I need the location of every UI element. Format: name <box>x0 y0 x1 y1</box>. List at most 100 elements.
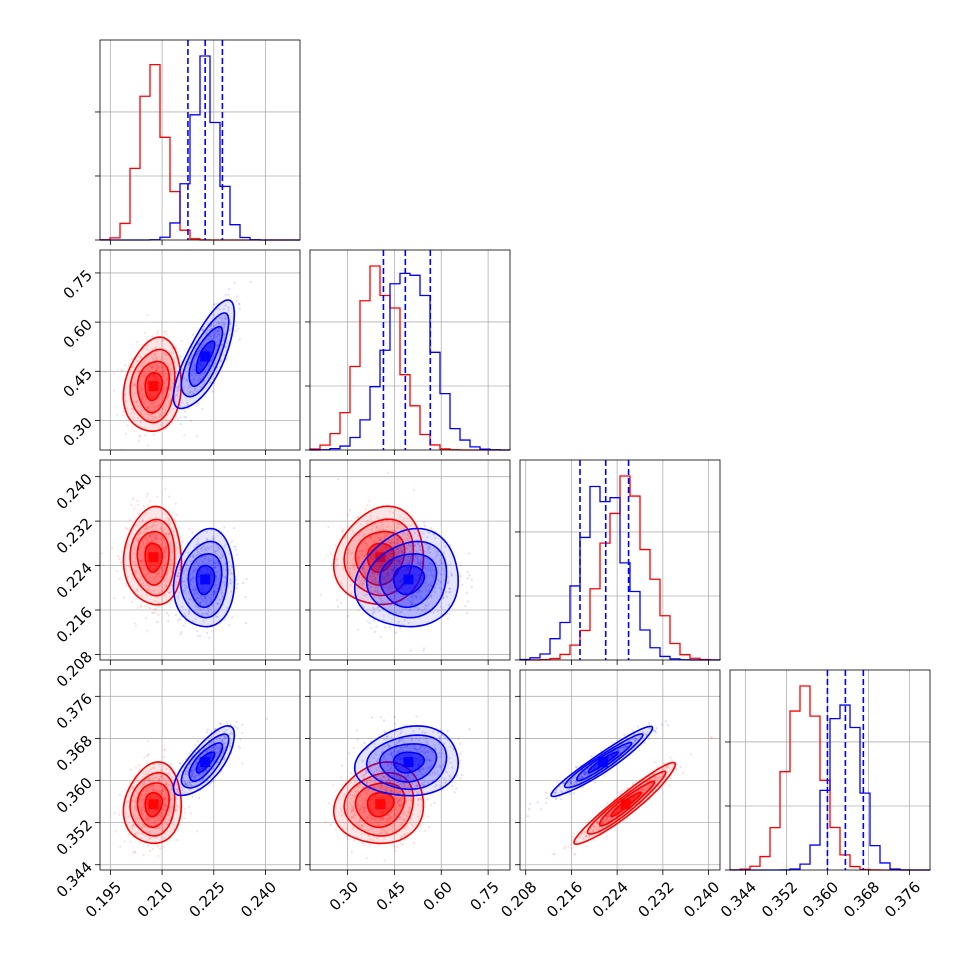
scatter-point <box>235 330 238 333</box>
scatter-point <box>193 387 197 390</box>
scatter-point <box>431 751 434 754</box>
scatter-point <box>393 814 396 817</box>
scatter-point <box>391 756 394 759</box>
scatter-point <box>208 636 211 640</box>
scatter-point <box>194 605 197 608</box>
scatter-point <box>393 771 396 775</box>
scatter-point <box>227 306 230 309</box>
scatter-point <box>222 322 226 325</box>
scatter-point <box>423 550 426 553</box>
scatter-point <box>195 543 198 546</box>
scatter-point <box>206 546 209 549</box>
scatter-point <box>237 327 240 330</box>
scatter-point <box>126 527 129 531</box>
scatter-point <box>203 332 206 335</box>
scatter-point <box>236 727 240 730</box>
scatter-point <box>368 777 372 780</box>
scatter-point <box>163 378 166 381</box>
scatter-point <box>424 567 428 570</box>
scatter-point <box>439 755 442 758</box>
scatter-point <box>422 532 425 535</box>
scatter-point <box>362 806 365 809</box>
scatter-point <box>195 592 199 595</box>
scatter-point <box>402 532 405 536</box>
scatter-point <box>135 536 138 539</box>
scatter-point <box>160 530 163 533</box>
scatter-point <box>348 570 351 574</box>
scatter-point <box>167 364 170 367</box>
scatter-point <box>372 791 375 794</box>
scatter-point <box>124 584 128 587</box>
scatter-point <box>160 774 163 778</box>
scatter-point <box>159 414 162 417</box>
scatter-point <box>142 557 145 560</box>
scatter-point <box>194 363 197 366</box>
scatter-point <box>223 737 226 740</box>
scatter-point <box>167 569 170 573</box>
scatter-point <box>229 321 232 324</box>
scatter-point <box>194 617 198 621</box>
scatter-point <box>138 817 141 820</box>
scatter-point <box>188 781 191 784</box>
scatter-point <box>386 776 389 779</box>
scatter-point <box>192 587 195 590</box>
scatter-point <box>436 571 440 574</box>
scatter-point <box>224 317 227 320</box>
scatter-point <box>164 427 167 431</box>
scatter-point <box>134 801 137 804</box>
scatter-point <box>393 715 396 719</box>
scatter-point <box>141 826 144 829</box>
scatter-point <box>156 814 160 817</box>
scatter-point <box>348 567 352 570</box>
scatter-point <box>174 345 177 348</box>
scatter-point <box>157 584 160 588</box>
scatter-point <box>155 538 158 542</box>
scatter-point <box>210 563 213 566</box>
scatter-point <box>373 589 377 592</box>
scatter-point <box>140 389 143 393</box>
scatter-point <box>161 390 164 393</box>
scatter-point <box>159 412 162 416</box>
scatter-point <box>176 838 179 842</box>
scatter-point <box>209 545 212 548</box>
scatter-point <box>384 832 387 835</box>
scatter-point <box>113 372 116 375</box>
scatter-point <box>390 752 393 756</box>
scatter-point <box>381 816 384 820</box>
scatter-point <box>446 582 449 585</box>
scatter-point <box>223 748 226 751</box>
scatter-point <box>228 744 232 747</box>
scatter-point <box>380 772 384 775</box>
scatter-point <box>139 810 143 813</box>
scatter-point <box>184 416 188 419</box>
scatter-point <box>196 389 199 393</box>
scatter-point <box>138 463 140 465</box>
scatter-point <box>144 817 147 820</box>
scatter-point <box>150 525 154 528</box>
scatter-point <box>151 788 154 791</box>
scatter-point <box>196 596 199 600</box>
scatter-point <box>417 769 420 773</box>
scatter-point <box>602 818 605 821</box>
scatter-point <box>411 824 414 827</box>
scatter-point <box>170 385 174 389</box>
scatter-point <box>197 537 200 541</box>
scatter-point <box>164 418 168 421</box>
scatter-point <box>393 823 396 826</box>
scatter-point <box>215 587 218 590</box>
scatter-point <box>400 599 404 602</box>
scatter-point <box>429 758 432 762</box>
scatter-point <box>224 736 227 739</box>
scatter-point <box>183 780 187 784</box>
scatter-point <box>370 827 373 830</box>
scatter-point <box>157 366 160 369</box>
scatter-point <box>133 507 136 510</box>
scatter-point <box>209 334 212 337</box>
scatter-point <box>356 516 360 519</box>
scatter-point <box>167 394 170 397</box>
scatter-point <box>140 385 143 389</box>
scatter-point <box>195 760 198 763</box>
scatter-point <box>436 770 439 773</box>
scatter-point <box>196 379 199 382</box>
scatter-point <box>191 364 194 367</box>
